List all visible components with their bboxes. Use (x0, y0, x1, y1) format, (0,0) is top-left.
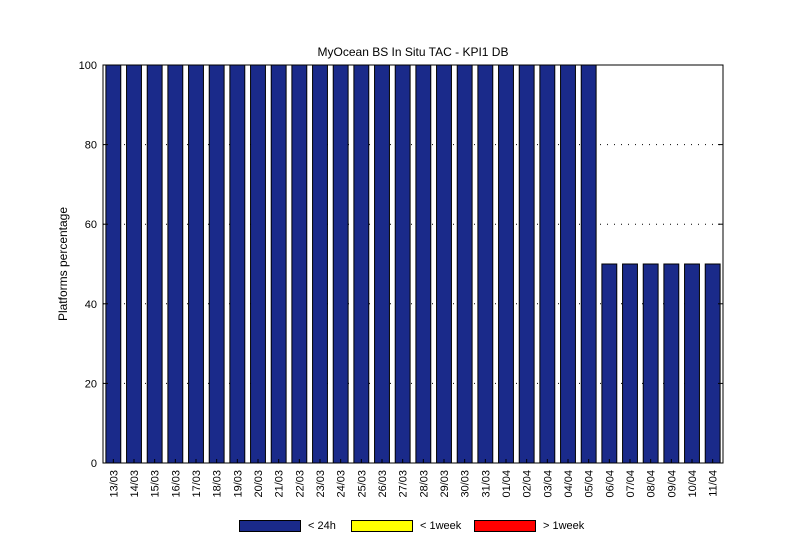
bar-lt-24h (684, 263, 700, 464)
x-tick-label: 24/03 (336, 470, 348, 498)
bar-lt-24h (229, 64, 246, 464)
bar-lt-24h (146, 64, 163, 464)
x-tick-label: 13/03 (108, 470, 120, 498)
x-tick-label: 31/03 (480, 470, 492, 498)
bar-lt-24h (456, 64, 473, 464)
x-tick-label: 23/03 (315, 470, 327, 498)
y-tick-label: 80 (85, 140, 97, 152)
bar-lt-24h (518, 64, 535, 464)
x-tick-label: 18/03 (212, 470, 224, 498)
legend-swatch-lt-24h (239, 520, 301, 532)
bar-lt-24h (436, 64, 452, 464)
x-tick-label: 14/03 (129, 470, 141, 498)
legend-label-gt-1week: > 1week (543, 520, 585, 532)
x-tick-label: 02/04 (522, 470, 534, 498)
bar-lt-24h (642, 263, 659, 464)
bar-lt-24h (415, 64, 432, 464)
bar-lt-24h (663, 263, 680, 464)
chart-title: MyOcean BS In Situ TAC - KPI1 DB (318, 45, 509, 59)
x-tick-label: 10/04 (687, 470, 699, 498)
x-tick-label: 29/03 (439, 470, 451, 498)
x-tick-label: 04/04 (563, 470, 575, 498)
x-tick-label: 17/03 (191, 470, 203, 498)
bar-lt-24h (477, 64, 494, 464)
bar-lt-24h (394, 64, 411, 464)
legend-label-lt-24h: < 24h (308, 520, 336, 532)
bar-lt-24h (704, 263, 721, 464)
x-tick-label: 20/03 (253, 470, 265, 498)
x-tick-label: 30/03 (460, 470, 472, 498)
y-tick-label: 20 (85, 378, 97, 390)
bar-lt-24h (105, 64, 122, 464)
bar-lt-24h (374, 64, 390, 464)
plot-area-frame (102, 64, 724, 464)
bar-lt-24h (539, 64, 556, 464)
bar-lt-24h (188, 64, 204, 464)
x-tick-label: 11/04 (708, 470, 720, 497)
x-tick-label: 21/03 (274, 470, 286, 498)
bar-lt-24h (291, 64, 308, 464)
x-tick-label: 08/04 (646, 470, 658, 498)
y-tick-label: 60 (85, 219, 97, 231)
x-tick-label: 01/04 (501, 470, 513, 498)
legend-label-lt-1week: < 1week (420, 520, 462, 532)
bar-lt-24h (622, 263, 638, 464)
x-tick-label: 22/03 (294, 470, 306, 498)
x-tick-label: 15/03 (150, 470, 162, 498)
x-tick-label: 25/03 (356, 470, 368, 498)
bar-lt-24h (250, 64, 266, 464)
y-axis-label: Platforms percentage (56, 207, 70, 321)
x-tick-label: 28/03 (418, 470, 430, 498)
x-tick-label: 09/04 (666, 470, 678, 498)
y-tick-label: 0 (91, 458, 97, 470)
bar-lt-24h (312, 64, 328, 464)
bar-lt-24h (353, 64, 370, 464)
bar-lt-24h (560, 64, 576, 464)
y-tick-label: 40 (85, 299, 97, 311)
bar-lt-24h (580, 64, 597, 464)
x-tick-label: 26/03 (377, 470, 389, 498)
legend: < 24h < 1week > 1week (0, 519, 799, 535)
x-tick-label: 27/03 (398, 470, 410, 498)
legend-item-lt-24h: < 24h (239, 519, 336, 533)
bar-lt-24h (601, 263, 618, 464)
y-tick-label: 100 (79, 60, 97, 72)
x-tick-label: 19/03 (232, 470, 244, 498)
x-tick-label: 06/04 (604, 470, 616, 498)
legend-item-gt-1week: > 1week (474, 519, 584, 533)
legend-swatch-lt-1week (351, 520, 413, 532)
bar-lt-24h (208, 64, 225, 464)
x-tick-label: 16/03 (170, 470, 182, 498)
x-tick-label: 05/04 (584, 470, 596, 498)
bar-lt-24h (270, 64, 287, 464)
legend-item-lt-1week: < 1week (351, 519, 461, 533)
y-axis-ticks: 0 20 40 60 80 100 (79, 60, 723, 470)
bar-lt-24h (126, 64, 142, 464)
bar-lt-24h (498, 64, 514, 464)
x-axis-ticks: 13/03 14/03 15/03 16/03 17/03 18/03 19/03 20/03… (108, 459, 720, 498)
bar-lt-24h (167, 64, 184, 464)
plot-area-background (103, 65, 723, 463)
bar-lt-24h (332, 64, 349, 464)
legend-swatch-gt-1week (474, 520, 536, 532)
x-tick-label: 07/04 (625, 470, 637, 498)
bars (105, 64, 721, 464)
x-tick-label: 03/04 (542, 470, 554, 498)
